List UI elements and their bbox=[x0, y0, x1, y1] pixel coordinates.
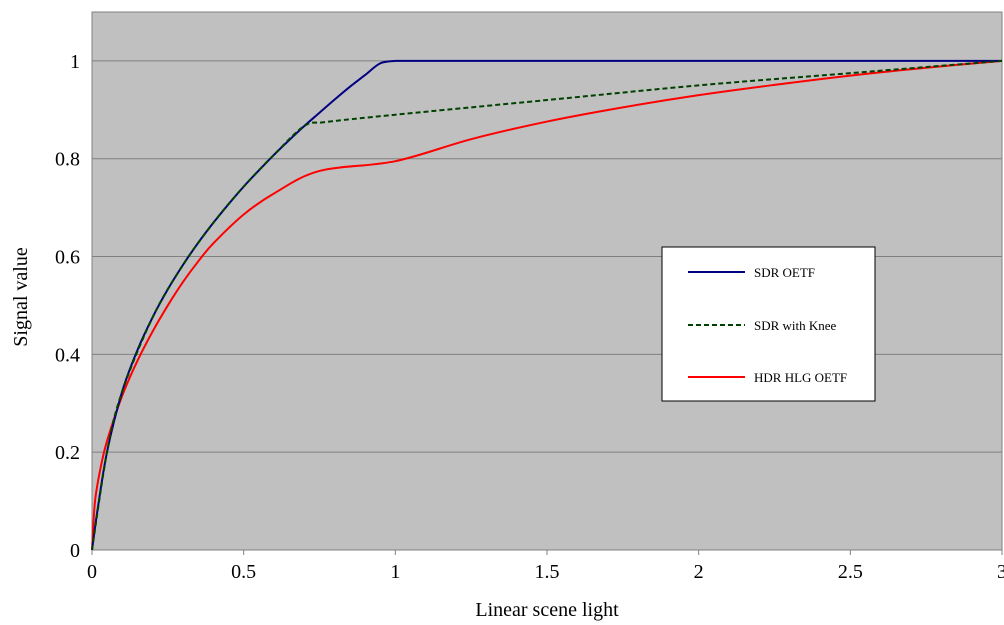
legend-label: HDR HLG OETF bbox=[754, 370, 847, 385]
x-tick-label: 2 bbox=[694, 561, 704, 583]
y-tick-label: 0.6 bbox=[55, 247, 80, 269]
x-tick-label: 0 bbox=[87, 561, 97, 583]
tick-labels: 0 0.2 0.4 0.6 0.8 1 0 0.5 1 1.5 2 2.5 3 bbox=[55, 51, 1004, 583]
series-line-1 bbox=[91, 59, 1003, 551]
x-tick-label: 3 bbox=[997, 561, 1004, 583]
x-tick-label: 0.5 bbox=[231, 561, 256, 583]
x-tick-label: 1.5 bbox=[535, 561, 560, 583]
x-axis-title: Linear scene light bbox=[475, 599, 619, 621]
series-lines bbox=[91, 59, 1003, 551]
y-tick-label: 0.4 bbox=[55, 344, 80, 366]
x-tick-label: 2.5 bbox=[838, 561, 863, 583]
legend-label: SDR with Knee bbox=[754, 318, 837, 333]
y-tick-label: 0 bbox=[70, 540, 80, 562]
legend-label: SDR OETF bbox=[754, 265, 815, 280]
y-axis-title: Signal value bbox=[10, 247, 32, 347]
x-tick-label: 1 bbox=[390, 561, 400, 583]
legend: SDR OETF SDR with Knee HDR HLG OETF bbox=[661, 246, 876, 402]
y-tick-label: 0.2 bbox=[55, 442, 80, 464]
y-tick-label: 1 bbox=[70, 51, 80, 73]
y-tick-label: 0.8 bbox=[55, 149, 80, 171]
